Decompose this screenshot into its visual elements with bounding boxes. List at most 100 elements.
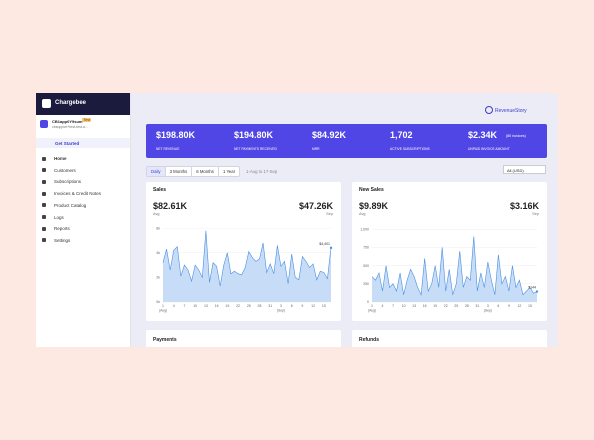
avg-value: $9.89K <box>359 201 389 211</box>
last-point <box>329 246 333 250</box>
kpi-value: $84.92K <box>312 130 347 140</box>
period-tab[interactable]: 3 Months <box>166 167 193 176</box>
kpi-label: UNPAID INVOICE AMOUNT <box>468 147 510 151</box>
x-tick-label: 19 <box>433 304 437 308</box>
sidebar: Chargebee CB1app0Y9sum Test cbsupport+te… <box>36 93 131 347</box>
kpi-value: $198.80K <box>156 130 196 140</box>
line <box>162 230 332 287</box>
x-tick-label: 10 <box>193 304 197 308</box>
nav-label: Subscriptions <box>54 179 82 185</box>
x-tick-label: 6 <box>497 304 499 308</box>
x-tick-label: 25 <box>454 304 458 308</box>
x-tick-label: 31 <box>268 304 272 308</box>
x-group-label: (Aug) <box>159 309 167 313</box>
y-tick-label: 4k <box>156 251 160 255</box>
nav-label: Customers <box>54 167 76 173</box>
date-range: 1-Aug to 17-Sep <box>246 169 278 174</box>
x-group-label: (Sep) <box>484 309 492 313</box>
currency-select[interactable]: All (USD) <box>503 165 546 174</box>
nav-item[interactable]: Invoices & Credit Notes <box>42 191 126 198</box>
x-tick-label: 9 <box>508 304 510 308</box>
panel-title: Refunds <box>359 337 379 343</box>
x-tick-label: 4 <box>173 304 175 308</box>
x-tick-label: 12 <box>311 304 315 308</box>
x-tick-label: 1 <box>162 304 164 308</box>
revenue-story-icon <box>485 106 493 114</box>
x-tick-label: 7 <box>183 304 185 308</box>
y-tick-label: 0k <box>156 300 160 304</box>
site-switcher[interactable]: CB1app0Y9sum Test cbsupport+test-test-a.… <box>40 118 126 133</box>
nav-label: Settings <box>54 237 71 243</box>
nav-item[interactable]: Reports <box>42 226 126 233</box>
chart-title: Sales <box>153 187 166 193</box>
nav-icon <box>42 168 46 173</box>
nav-item[interactable]: Home <box>42 156 126 163</box>
nav-item[interactable]: Customers <box>42 168 126 175</box>
y-tick-label: 500 <box>363 264 369 268</box>
kpi-label: NET PAYMENTS RECEIVED <box>234 147 277 151</box>
x-tick-label: 1 <box>371 304 373 308</box>
period-tab[interactable]: 1 Year <box>222 169 236 174</box>
y-tick-label: 6k <box>156 226 160 230</box>
nav-label: Home <box>54 156 67 161</box>
nav-icon <box>42 215 46 219</box>
kpi-label: ACTIVE SUBSCRIPTIONS <box>390 147 430 151</box>
x-tick-label: 22 <box>236 304 240 308</box>
panel-card: Refunds <box>352 330 547 347</box>
y-tick-label: 2k <box>156 276 160 280</box>
nav-icon <box>42 238 46 243</box>
period-tab[interactable]: 6 Months <box>192 167 219 176</box>
nav-label: Invoices & Credit Notes <box>54 191 102 197</box>
site-email: cbsupport+test-test-a... <box>52 125 88 129</box>
kpi-note: (85 invoices) <box>506 134 526 138</box>
nav-icon <box>42 203 46 208</box>
avg-label: Avg <box>359 212 365 216</box>
avg-label: Avg <box>153 212 159 216</box>
kpi-banner: $198.80K NET REVENUE $194.80K NET PAYMENTS … <box>146 124 547 158</box>
x-tick-label: 28 <box>465 304 469 308</box>
latest-label: Sep <box>532 212 539 216</box>
period-tab[interactable]: Daily <box>147 167 166 176</box>
chart-title: New Sales <box>359 187 384 193</box>
nav-icon <box>42 179 46 184</box>
brand-bar: Chargebee <box>36 93 130 115</box>
line <box>371 236 538 296</box>
nav-icon <box>42 226 46 231</box>
panel-title: Payments <box>153 337 177 343</box>
nav-label: Product Catalog <box>54 202 87 208</box>
x-tick-label: 6 <box>291 304 293 308</box>
x-tick-label: 25 <box>247 304 251 308</box>
get-started[interactable]: Get Started <box>36 138 130 148</box>
brand-logo <box>42 99 51 108</box>
x-tick-label: 15 <box>528 304 532 308</box>
nav-label: Reports <box>54 226 70 232</box>
latest-value: $3.16K <box>510 201 540 211</box>
avg-value: $82.61K <box>153 201 188 211</box>
nav-item[interactable]: Subscriptions <box>42 179 126 186</box>
last-value-label: $4,401 <box>319 242 330 246</box>
nav-item[interactable]: Settings <box>42 238 126 245</box>
x-tick-label: 3 <box>280 304 282 308</box>
last-point <box>535 290 539 293</box>
revenue-story-label: RevenueStory <box>495 107 527 114</box>
nav-item[interactable]: Logs <box>42 215 126 222</box>
area <box>163 230 331 302</box>
latest-value: $47.26K <box>299 201 334 211</box>
nav-item[interactable]: Product Catalog <box>42 203 126 210</box>
x-tick-label: 3 <box>487 304 489 308</box>
brand-name: Chargebee <box>55 100 87 106</box>
x-tick-label: 13 <box>204 304 208 308</box>
kpi-value: $2.34K <box>468 130 498 140</box>
y-tick-label: 250 <box>363 282 369 286</box>
x-tick-label: 4 <box>382 304 384 308</box>
x-tick-label: 13 <box>412 304 416 308</box>
x-tick-label: 9 <box>301 304 303 308</box>
app-window: Chargebee CB1app0Y9sum Test cbsupport+te… <box>36 93 558 347</box>
period-tabs: Daily 3 Months 6 Months 1 Year <box>146 166 241 177</box>
get-started-label: Get Started <box>55 141 80 146</box>
x-tick-label: 10 <box>402 304 406 308</box>
kpi-value: 1,702 <box>390 130 413 140</box>
